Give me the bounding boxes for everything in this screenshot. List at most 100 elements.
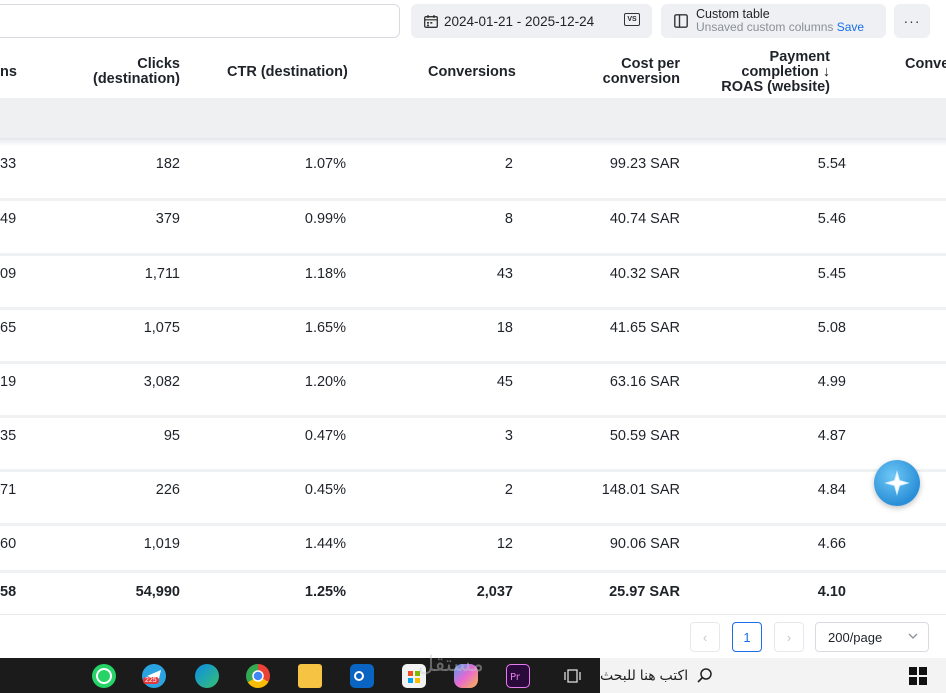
cell-ctr: 1.44% [304,536,346,552]
column-header-conversions-2[interactable]: Conve [905,56,946,72]
cell-roas: 4.66 [817,536,846,552]
table-row[interactable]: 71 226 0.45% 2 148.01 SAR 4.84 [0,472,946,524]
table-row[interactable]: 49 379 0.99% 8 40.74 SAR 5.46 [0,201,946,253]
store-icon[interactable] [402,664,426,688]
taskbar-search-placeholder: اكتب هنا للبحث [600,667,689,683]
svg-text:Pr: Pr [510,672,521,683]
cell-partial: 19 [0,374,17,390]
roas-header-line1: Payment [769,49,830,65]
table-row[interactable]: 35 95 0.47% 3 50.59 SAR 4.87 [0,418,946,470]
ai-assistant-button[interactable] [874,460,920,506]
cell-roas: 4.84 [817,482,846,498]
cell-conversions: 2 [504,482,513,498]
row-divider [0,415,946,418]
cell-cost-per-conversion: 41.65 SAR [609,320,680,336]
cell-partial: 33 [0,156,17,172]
cell-clicks: 3,082 [143,374,180,390]
column-header-roas[interactable]: Payment completion ↓ ROAS (website) [721,50,830,95]
table-row[interactable]: 19 3,082 1.20% 45 63.16 SAR 4.99 [0,364,946,416]
custom-table-button[interactable]: Custom table Unsaved custom columns Save [661,4,886,38]
cell-clicks: 1,075 [143,320,180,336]
compare-vs-icon[interactable]: VS [624,13,640,26]
total-conversions: 2,037 [476,584,513,600]
row-divider [0,570,946,573]
telegram-badge: 225 [143,677,159,684]
search-input[interactable] [0,4,400,38]
cell-roas: 5.45 [817,266,846,282]
cell-conversions: 3 [504,428,513,444]
page-size-value: 200/page [828,629,883,645]
row-divider [0,469,946,472]
total-clicks: 54,990 [135,584,180,600]
table-header: ns Clicks (destination) CTR (destination… [0,44,946,98]
cell-roas: 4.87 [817,428,846,444]
total-roas: 4.10 [817,584,846,600]
cell-cost-per-conversion: 50.59 SAR [609,428,680,444]
telegram-icon[interactable] [142,664,166,688]
save-link[interactable]: Save [836,20,865,34]
total-ctr: 1.25% [304,584,346,600]
column-header-ctr[interactable]: CTR (destination) [227,64,348,80]
copilot-icon[interactable] [454,664,478,688]
total-row: 58 54,990 1.25% 2,037 25.97 SAR 4.10 [0,574,946,626]
cell-ctr: 0.47% [304,428,346,444]
row-divider [0,198,946,201]
start-button[interactable] [890,658,946,693]
taskbar-search-input[interactable]: اكتب هنا للبحث [600,658,890,693]
cell-ctr: 1.07% [304,156,346,172]
cell-conversions: 8 [504,211,513,227]
row-divider [0,253,946,256]
search-icon [697,667,712,683]
chrome-icon[interactable] [246,664,270,688]
prev-page-button[interactable]: ‹ [690,622,720,652]
row-divider [0,361,946,364]
page-1-button[interactable]: 1 [732,622,762,652]
date-range-picker[interactable]: 2024-01-21 - 2025-12-24 VS [411,4,652,38]
roas-header-line2: completion ↓ [741,64,830,80]
page-size-select[interactable]: 200/page [815,622,929,652]
next-page-button[interactable]: › [774,622,804,652]
cell-cost-per-conversion: 40.32 SAR [609,266,680,282]
cell-ctr: 0.45% [304,482,346,498]
cell-cost-per-conversion: 148.01 SAR [601,482,680,498]
cell-roas: 5.08 [817,320,846,336]
clicks-header-line2: (destination) [93,71,180,87]
total-cost-per-conversion: 25.97 SAR [609,584,680,600]
cell-cost-per-conversion: 90.06 SAR [609,536,680,552]
cell-conversions: 45 [496,374,513,390]
column-header-conversions[interactable]: Conversions [428,64,516,80]
table-row[interactable]: 65 1,075 1.65% 18 41.65 SAR 5.08 [0,310,946,362]
cell-clicks: 379 [155,211,180,227]
file-explorer-icon[interactable] [298,664,322,688]
table-row[interactable]: 09 1,711 1.18% 43 40.32 SAR 5.45 [0,256,946,308]
cell-partial: 65 [0,320,17,336]
edge-icon[interactable] [195,664,219,688]
column-header-clicks[interactable]: Clicks (destination) [93,57,180,87]
cell-clicks: 182 [155,156,180,172]
column-header-partial[interactable]: ns [0,64,17,80]
row-divider [0,307,946,310]
more-options-button[interactable]: ··· [894,4,930,38]
table-row[interactable]: 60 1,019 1.44% 12 90.06 SAR 4.66 [0,526,946,578]
roas-header-line3: ROAS (website) [721,79,830,95]
cell-partial: 35 [0,428,17,444]
whatsapp-icon[interactable] [92,664,116,688]
cell-cost-per-conversion: 99.23 SAR [609,156,680,172]
cell-partial: 49 [0,211,17,227]
cell-clicks: 1,019 [143,536,180,552]
outlook-icon[interactable] [350,664,374,688]
windows-logo-icon [909,666,927,685]
clicks-header-line1: Clicks [137,56,180,72]
table-row[interactable]: 33 182 1.07% 2 99.23 SAR 5.54 [0,146,946,198]
cell-ctr: 1.65% [304,320,346,336]
cell-clicks: 95 [163,428,180,444]
cell-conversions: 2 [504,156,513,172]
cell-roas: 5.46 [817,211,846,227]
task-view-icon[interactable] [560,664,584,688]
cell-roas: 4.99 [817,374,846,390]
column-header-cost-per-conversion[interactable]: Cost per conversion [603,57,680,87]
row-divider [0,523,946,526]
cpc-header-line2: conversion [602,71,680,87]
premiere-icon[interactable]: Pr [506,664,530,688]
windows-taskbar: 225 Pr اكتب هنا للبحث [0,658,946,693]
